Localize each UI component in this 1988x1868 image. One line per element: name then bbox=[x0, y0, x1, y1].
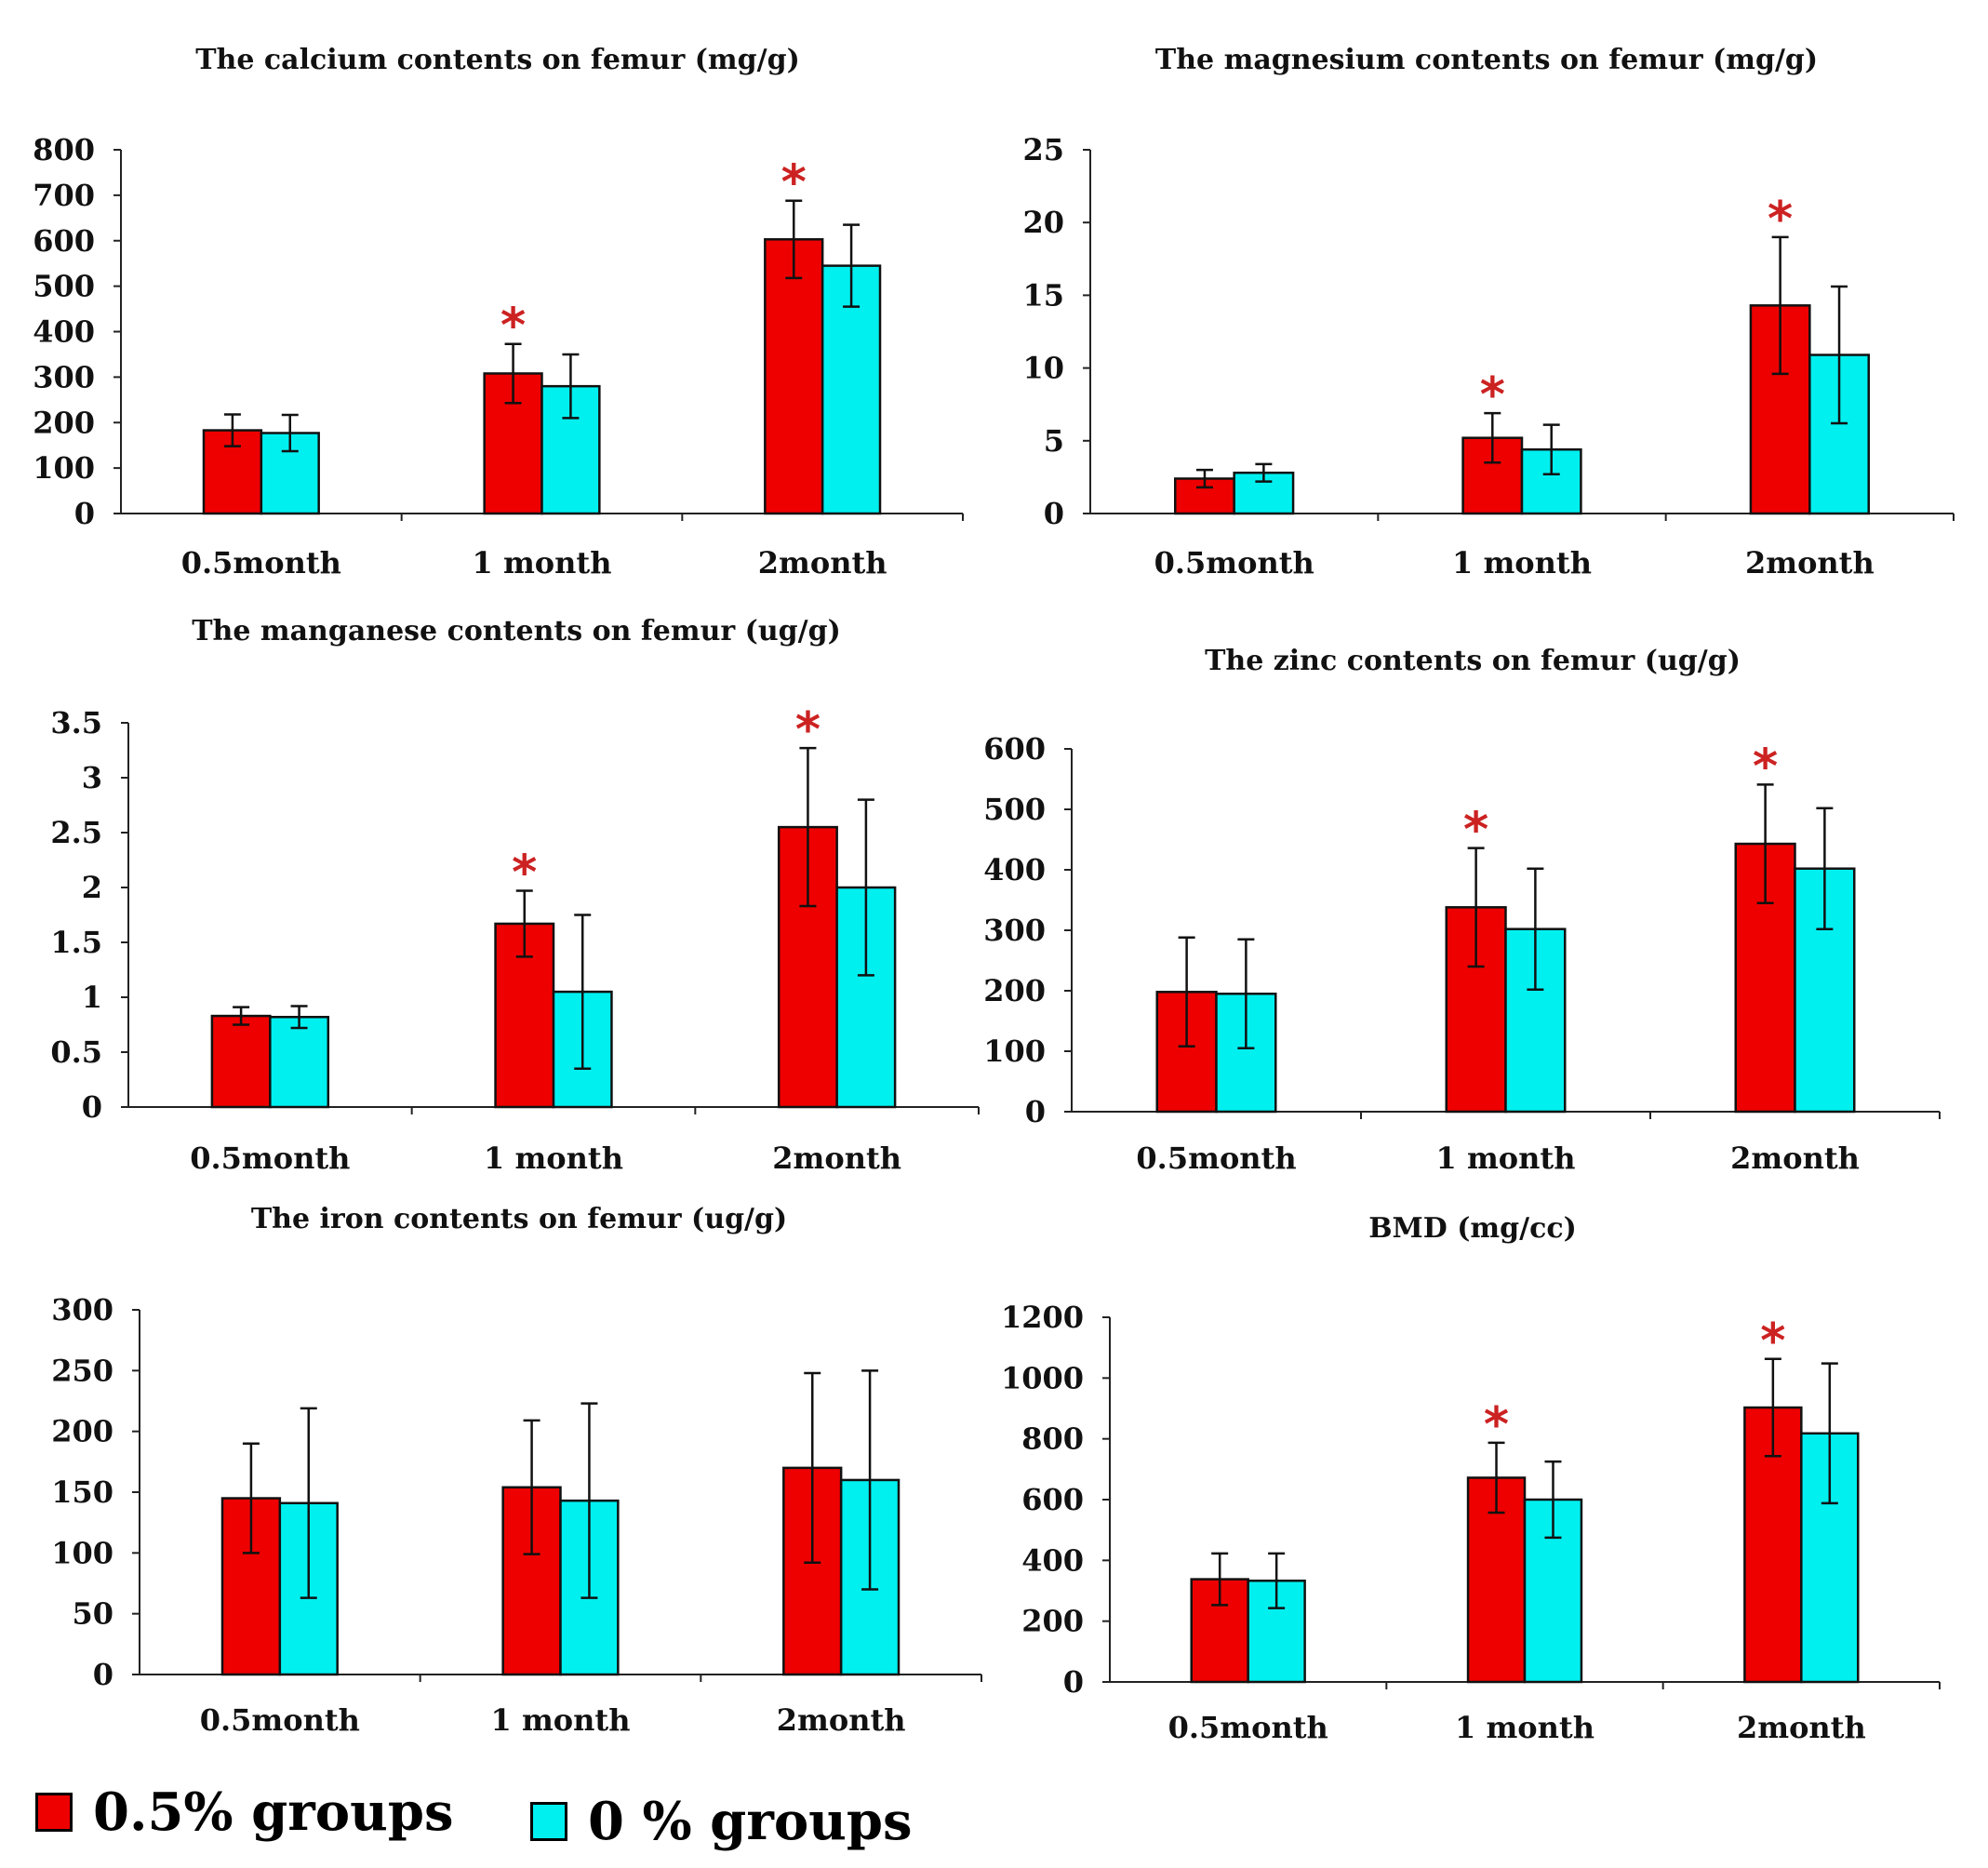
x-category-label: 1 month bbox=[484, 1141, 623, 1176]
chart-title: The calcium contents on femur (mg/g) bbox=[195, 44, 800, 76]
bar-0 bbox=[260, 432, 320, 515]
chart-panel-1: The calcium contents on femur (mg/g) 0 100… bbox=[33, 44, 964, 580]
chart-title: BMD (mg/cc) bbox=[1368, 1212, 1577, 1245]
bar-0 bbox=[269, 1015, 330, 1109]
y-tick-label: 2.5 bbox=[50, 815, 102, 850]
y-tick-label: 0 bbox=[93, 1657, 113, 1692]
y-tick-label: 0 bbox=[74, 496, 95, 531]
y-tick-label: 1.5 bbox=[50, 925, 102, 960]
significance-star: * bbox=[1484, 1397, 1509, 1453]
x-category-label: 1 month bbox=[1455, 1710, 1594, 1745]
x-category-label: 0.5month bbox=[181, 545, 341, 580]
x-category-label: 1 month bbox=[491, 1702, 631, 1738]
significance-star: * bbox=[795, 702, 821, 758]
x-category-label: 0.5month bbox=[1168, 1710, 1328, 1745]
x-category-label: 1 month bbox=[1436, 1141, 1576, 1176]
y-tick-label: 1000 bbox=[1001, 1360, 1084, 1395]
x-category-label: 2month bbox=[758, 545, 887, 580]
y-tick-label: 300 bbox=[33, 359, 95, 394]
chart-title: The zinc contents on femur (ug/g) bbox=[1205, 645, 1741, 677]
y-tick-label: 100 bbox=[33, 450, 95, 486]
significance-star: * bbox=[781, 155, 807, 211]
x-category-label: 2month bbox=[1730, 1141, 1860, 1176]
y-tick-label: 300 bbox=[51, 1292, 113, 1328]
y-tick-label: 200 bbox=[51, 1414, 113, 1449]
legend-label-05: 0.5% groups bbox=[93, 1781, 454, 1843]
chart-panel-3: The manganese contents on femur (ug/g) 0 0… bbox=[50, 615, 980, 1176]
legend-swatch-05 bbox=[35, 1793, 73, 1832]
significance-star: * bbox=[1463, 803, 1488, 859]
chart-panel-5: The iron contents on femur (ug/g) 0 50 100 1… bbox=[51, 1203, 982, 1738]
y-tick-label: 600 bbox=[33, 223, 95, 259]
y-tick-label: 100 bbox=[51, 1535, 113, 1570]
chart-panel-6: BMD (mg/cc) 0 200 400 600 800 1000 1200 0.5month… bbox=[1001, 1212, 1941, 1745]
y-tick-label: 15 bbox=[1022, 277, 1064, 313]
chart-title: The magnesium contents on femur (mg/g) bbox=[1155, 44, 1818, 76]
y-tick-label: 600 bbox=[983, 731, 1046, 767]
y-tick-label: 500 bbox=[33, 269, 95, 304]
y-tick-label: 800 bbox=[33, 132, 95, 167]
significance-star: * bbox=[1760, 1314, 1785, 1369]
significance-star: * bbox=[500, 299, 526, 354]
y-tick-label: 0 bbox=[1063, 1664, 1084, 1700]
y-tick-label: 600 bbox=[1021, 1482, 1084, 1517]
y-tick-label: 200 bbox=[33, 405, 95, 440]
x-category-label: 1 month bbox=[1452, 545, 1592, 580]
y-tick-label: 200 bbox=[983, 973, 1046, 1008]
y-tick-label: 250 bbox=[51, 1353, 113, 1388]
x-category-label: 2month bbox=[1745, 545, 1875, 580]
y-tick-label: 1200 bbox=[1001, 1300, 1084, 1335]
x-category-label: 1 month bbox=[473, 545, 612, 580]
x-category-label: 2month bbox=[777, 1702, 906, 1738]
significance-star: * bbox=[1768, 192, 1793, 247]
y-tick-label: 20 bbox=[1022, 205, 1064, 240]
y-tick-label: 1 bbox=[82, 980, 102, 1015]
x-category-label: 0.5month bbox=[1154, 545, 1314, 580]
x-category-label: 0.5month bbox=[1136, 1141, 1296, 1176]
bar-05 bbox=[764, 238, 824, 515]
y-tick-label: 3 bbox=[82, 760, 102, 795]
y-tick-label: 5 bbox=[1044, 423, 1064, 459]
legend-label-0: 0 % groups bbox=[588, 1791, 913, 1852]
y-tick-label: 150 bbox=[51, 1474, 113, 1510]
y-tick-label: 2 bbox=[82, 870, 102, 905]
bar-05 bbox=[210, 1014, 272, 1109]
legend-item-05: 0.5% groups bbox=[35, 1781, 454, 1843]
y-tick-label: 100 bbox=[983, 1034, 1046, 1069]
significance-star: * bbox=[1753, 739, 1778, 794]
chart-title: The manganese contents on femur (ug/g) bbox=[192, 615, 841, 647]
legend-item-0: 0 % groups bbox=[530, 1791, 913, 1852]
chart-panel-2: The magnesium contents on femur (mg/g) 0 5… bbox=[1022, 44, 1955, 580]
y-tick-label: 800 bbox=[1021, 1421, 1084, 1457]
legend: 0.5% groups 0 % groups bbox=[0, 1763, 1988, 1856]
y-tick-label: 0 bbox=[1044, 496, 1064, 531]
y-tick-label: 0 bbox=[82, 1089, 102, 1125]
x-category-label: 2month bbox=[772, 1141, 901, 1176]
x-category-label: 0.5month bbox=[200, 1702, 360, 1738]
significance-star: * bbox=[512, 846, 537, 901]
y-tick-label: 10 bbox=[1022, 351, 1064, 386]
y-tick-label: 25 bbox=[1022, 132, 1064, 167]
y-tick-label: 700 bbox=[33, 178, 95, 213]
y-tick-label: 3.5 bbox=[50, 705, 102, 741]
chart-panel-4: The zinc contents on femur (ug/g) 0 100 200… bbox=[983, 645, 1941, 1176]
y-tick-label: 500 bbox=[983, 792, 1046, 827]
y-tick-label: 50 bbox=[72, 1596, 113, 1632]
x-category-label: 0.5month bbox=[190, 1141, 350, 1176]
y-tick-label: 400 bbox=[983, 852, 1046, 887]
y-tick-label: 300 bbox=[983, 913, 1046, 948]
y-tick-label: 400 bbox=[1021, 1542, 1084, 1578]
y-tick-label: 0 bbox=[1025, 1094, 1046, 1129]
chart-title: The iron contents on femur (ug/g) bbox=[251, 1203, 787, 1235]
legend-swatch-0 bbox=[530, 1802, 567, 1841]
x-category-label: 2month bbox=[1737, 1710, 1866, 1745]
significance-star: * bbox=[1480, 367, 1505, 423]
y-tick-label: 0.5 bbox=[50, 1034, 102, 1070]
y-tick-label: 200 bbox=[1021, 1604, 1084, 1639]
y-tick-label: 400 bbox=[33, 314, 95, 350]
